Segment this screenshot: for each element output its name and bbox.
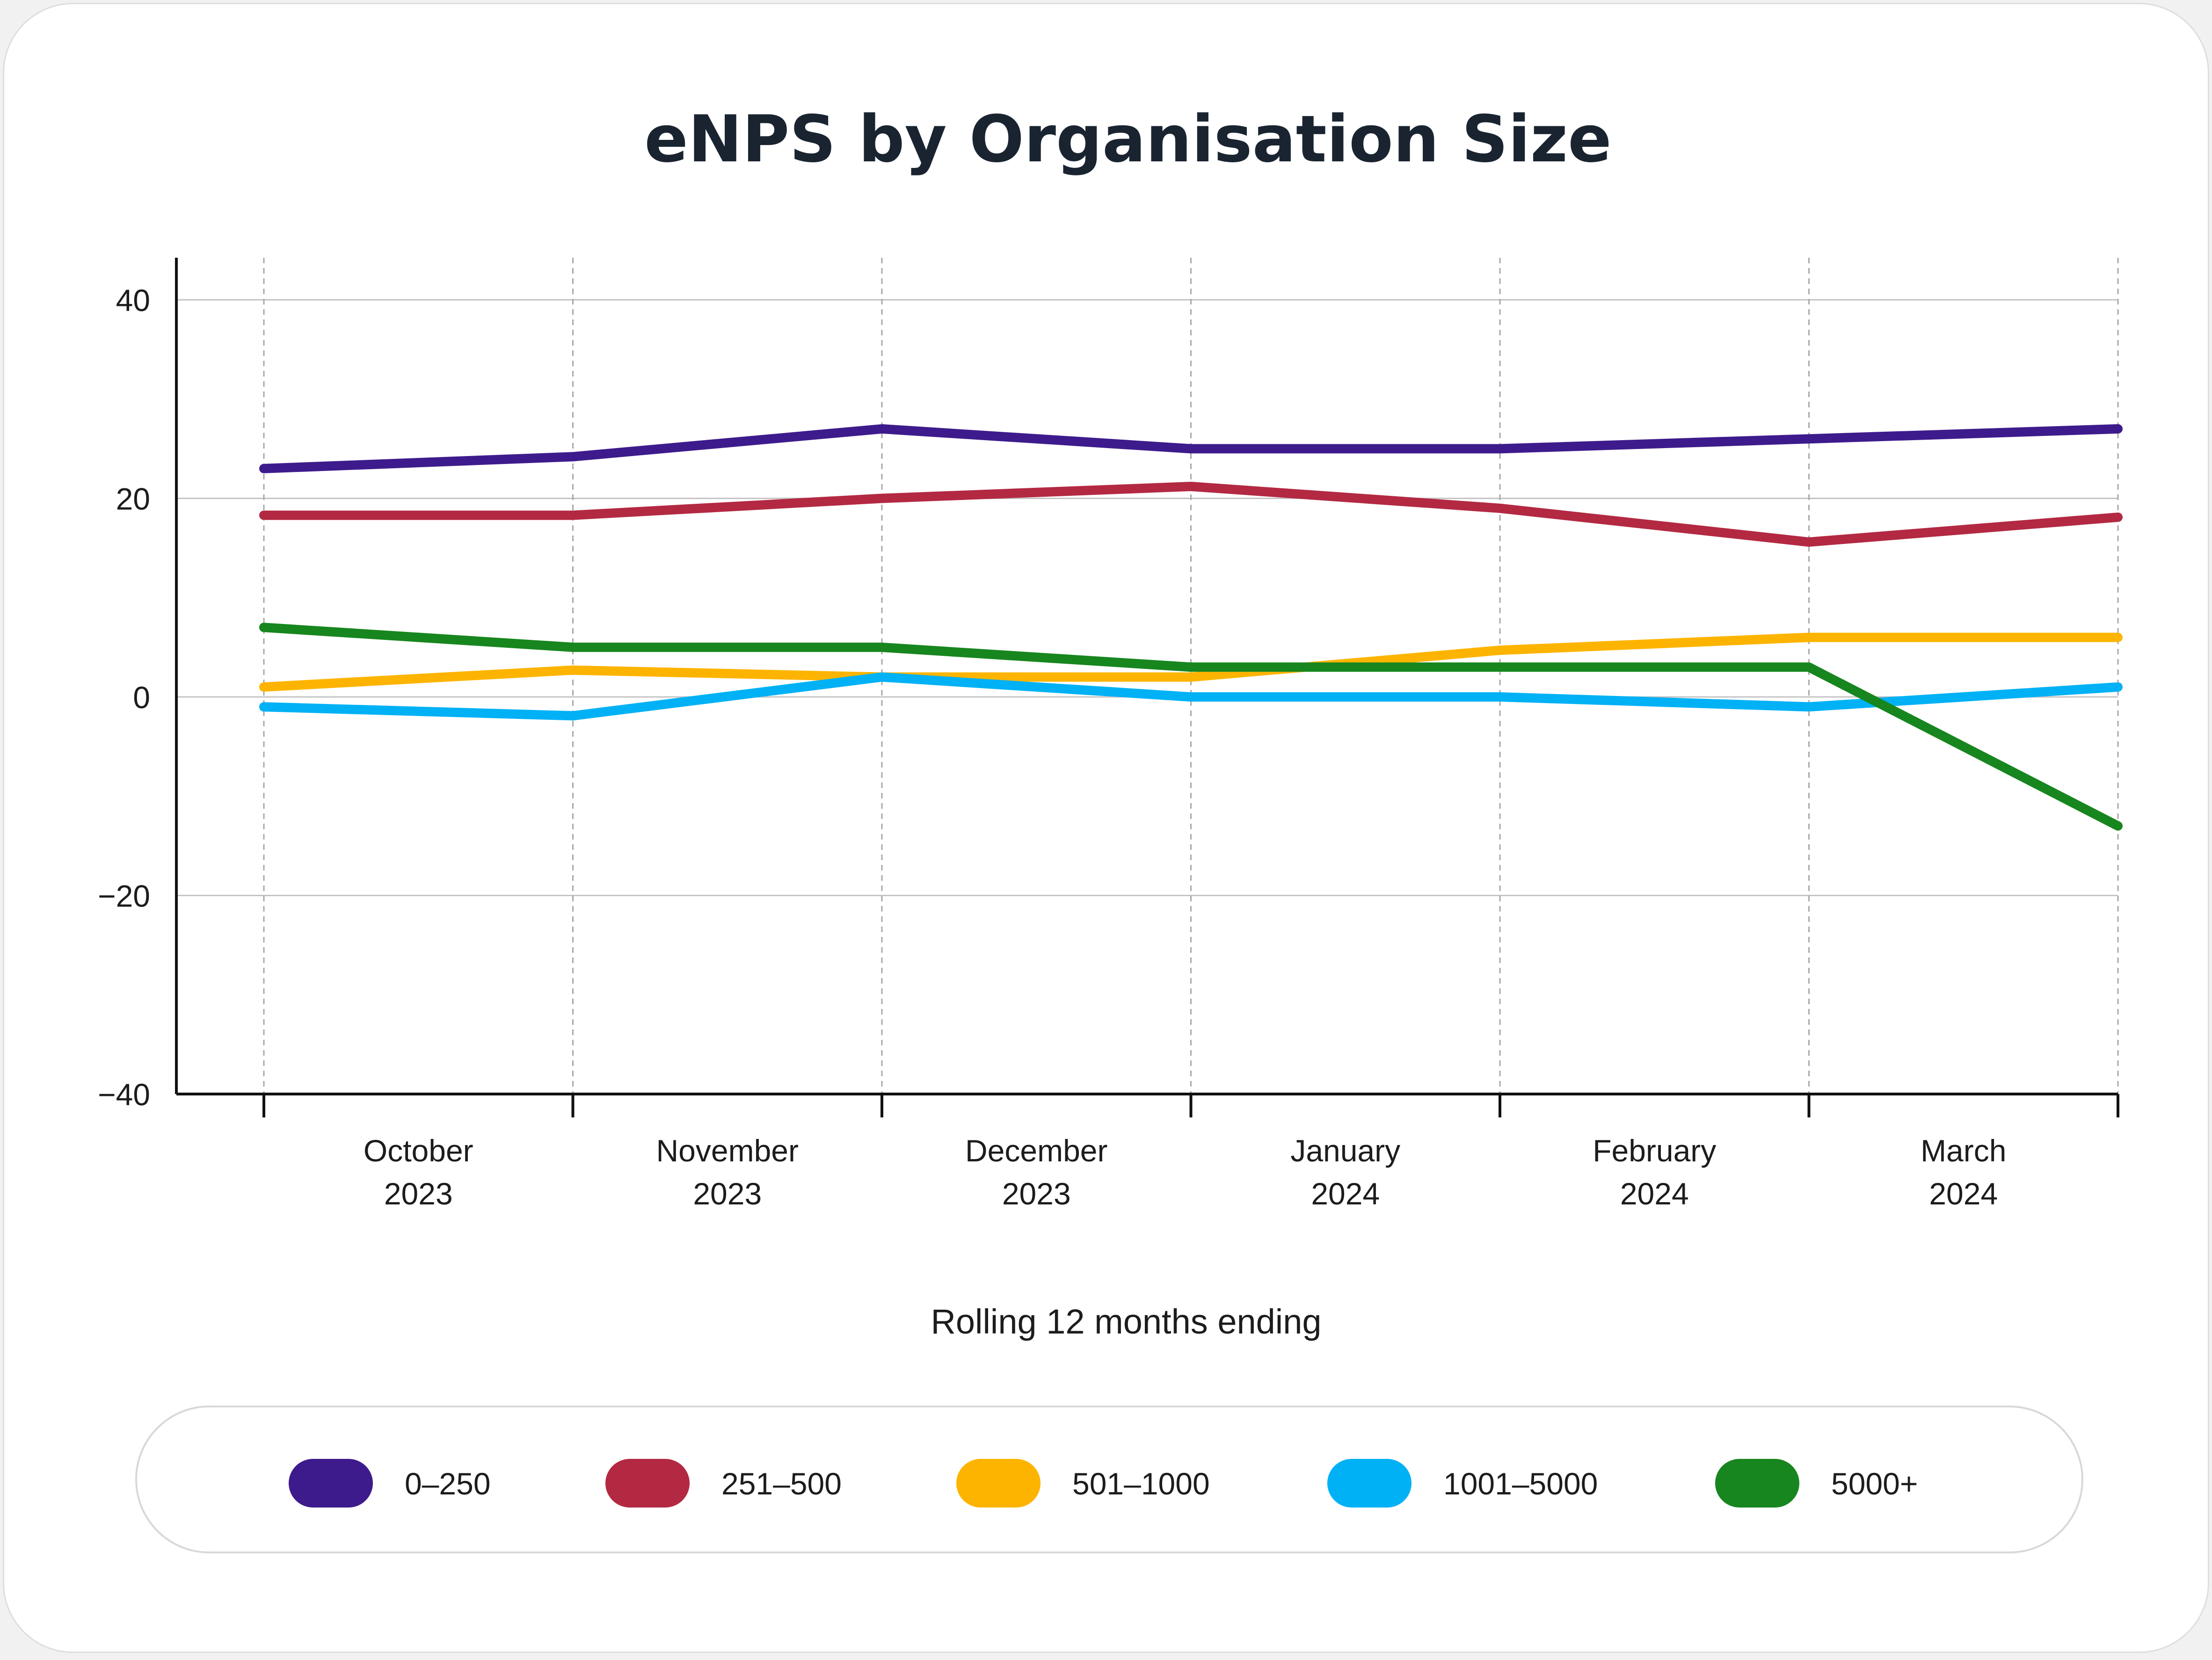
y-tick-label: 20 bbox=[116, 482, 150, 516]
legend-label: 1001–5000 bbox=[1443, 1466, 1598, 1501]
series-line bbox=[259, 632, 2123, 692]
x-tick-label: March 2024 bbox=[1921, 1133, 2006, 1211]
x-tick-label: October 2023 bbox=[364, 1133, 473, 1211]
chart-title: eNPS by Organisation Size bbox=[644, 101, 1612, 177]
legend-label: 5000+ bbox=[1831, 1466, 1918, 1501]
legend: 0–250 251–500 501–1000 1001–5000 5000+ bbox=[135, 1406, 2083, 1553]
x-tick-label: January 2024 bbox=[1290, 1133, 1400, 1211]
x-tick-label: February 2024 bbox=[1593, 1133, 1716, 1211]
x-tick-label: December 2023 bbox=[965, 1133, 1107, 1211]
chart-card: eNPS by Organisation Size 40 20 0 −20 −40 Oc… bbox=[3, 3, 2209, 1653]
y-tick-label: −20 bbox=[98, 879, 150, 913]
x-axis-label: Rolling 12 months ending bbox=[931, 1302, 1321, 1341]
legend-label: 0–250 bbox=[405, 1466, 491, 1501]
series-lines bbox=[259, 424, 2123, 831]
legend-swatch bbox=[956, 1459, 1041, 1508]
legend-label: 251–500 bbox=[721, 1466, 842, 1501]
legend-swatch bbox=[289, 1459, 373, 1508]
series-line bbox=[259, 424, 2123, 473]
legend-swatch bbox=[605, 1459, 690, 1508]
y-tick-label: 40 bbox=[116, 283, 150, 318]
line-chart: eNPS by Organisation Size 40 20 0 −20 −40 Oc… bbox=[98, 101, 2123, 1553]
series-line bbox=[259, 482, 2123, 547]
y-tick-label: 0 bbox=[133, 680, 150, 715]
series-line bbox=[259, 672, 2123, 721]
x-axis-ticks: October 2023 November 2023 December 2023 Janua… bbox=[364, 1133, 2007, 1211]
y-tick-label: −40 bbox=[98, 1077, 150, 1112]
x-tick-label: November 2023 bbox=[656, 1133, 799, 1211]
series-line bbox=[259, 623, 2123, 831]
legend-label: 501–1000 bbox=[1072, 1466, 1210, 1501]
legend-swatch bbox=[1715, 1459, 1799, 1508]
legend-swatch bbox=[1327, 1459, 1412, 1508]
legend-box bbox=[135, 1406, 2083, 1553]
axes bbox=[175, 258, 2119, 1117]
y-axis-ticks: 40 20 0 −20 −40 bbox=[98, 283, 150, 1112]
